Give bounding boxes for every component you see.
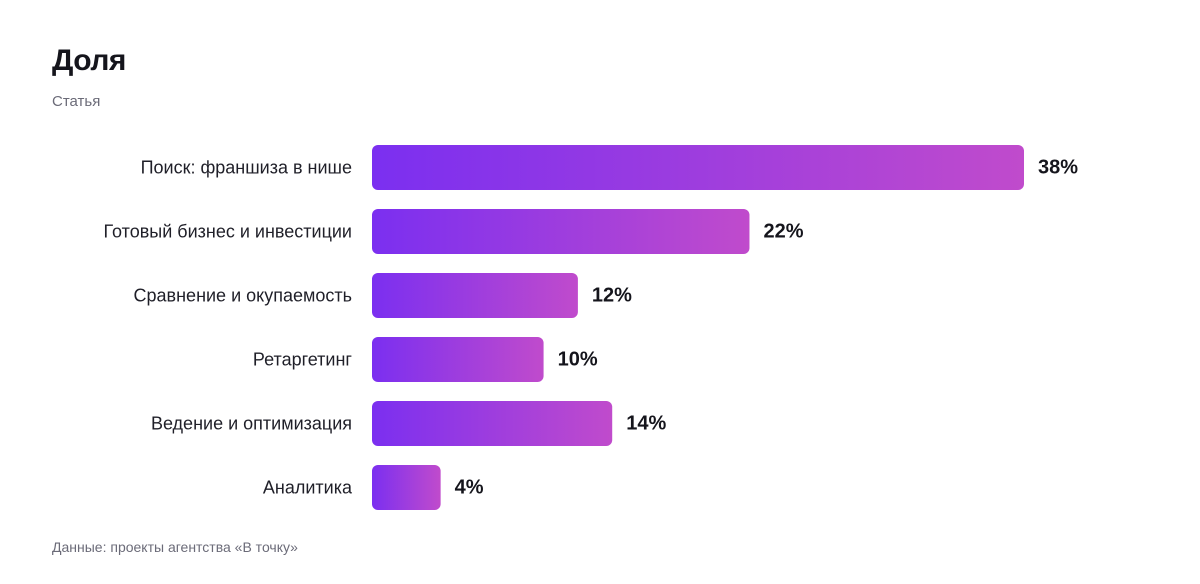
value-label-5: 4% — [455, 477, 484, 499]
category-label-3: Ретаргетинг — [253, 350, 353, 370]
category-label-4: Ведение и оптимизация — [151, 414, 352, 434]
value-label-4: 14% — [626, 413, 666, 435]
bars-group: Поиск: франшиза в нише 38% Готовый бизнес … — [104, 145, 1078, 510]
category-label-1: Готовый бизнес и инвестиции — [104, 222, 352, 242]
chart-title: Доля — [52, 44, 126, 77]
value-label-2: 12% — [592, 285, 632, 307]
value-label-1: 22% — [763, 221, 803, 243]
bar-3 — [372, 337, 544, 382]
bar-0 — [372, 145, 1024, 190]
value-label-0: 38% — [1038, 157, 1078, 179]
bar-2 — [372, 273, 578, 318]
bar-1 — [372, 209, 750, 254]
data-source-note: Данные: проекты агентства «В точку» — [52, 539, 298, 555]
chart-subtitle: Статья — [52, 93, 101, 110]
bar-4 — [372, 401, 613, 446]
category-label-5: Аналитика — [263, 478, 353, 498]
value-label-3: 10% — [558, 349, 598, 371]
category-label-0: Поиск: франшиза в нише — [141, 158, 352, 178]
bar-5 — [372, 465, 441, 510]
category-label-2: Сравнение и окупаемость — [134, 286, 352, 306]
